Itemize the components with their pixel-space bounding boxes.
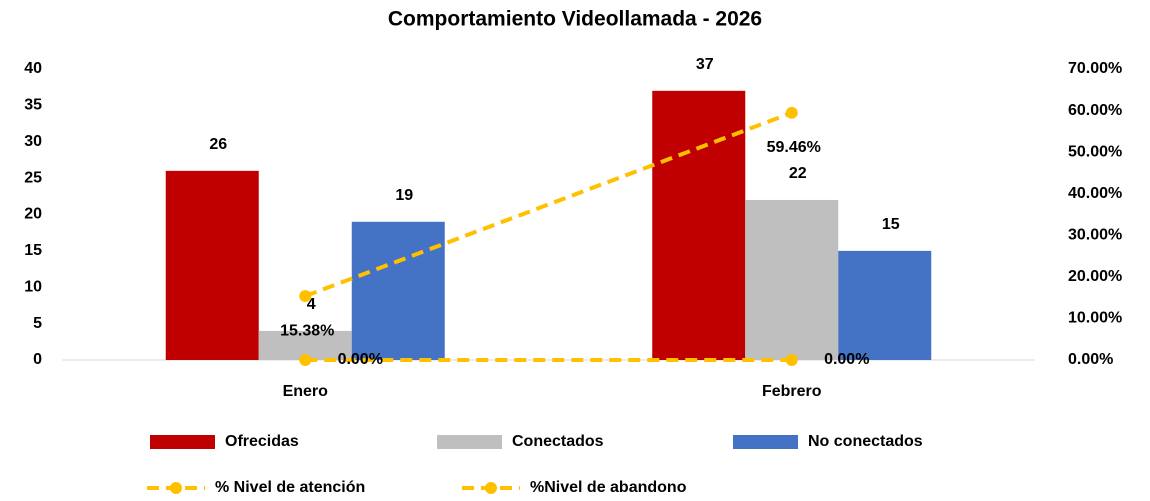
line-value-label: 0.00% — [824, 351, 869, 368]
bar — [838, 250, 932, 360]
y-tick-label: 25 — [24, 169, 42, 186]
legend-label: No conectados — [808, 433, 923, 450]
legend-label: Conectados — [512, 433, 604, 450]
legend-marker — [170, 482, 182, 494]
line-marker — [299, 354, 312, 366]
y2-tick-label: 20.00% — [1068, 268, 1122, 285]
line-marker — [785, 354, 798, 366]
line-value-label: 0.00% — [338, 351, 383, 368]
y2-tick-label: 10.00% — [1068, 310, 1122, 327]
y-tick-label: 30 — [24, 133, 42, 150]
x-tick-label: Enero — [283, 383, 329, 400]
y-tick-label: 15 — [24, 242, 42, 259]
legend-swatch — [150, 435, 215, 449]
line — [304, 110, 793, 298]
bar — [351, 221, 445, 360]
legend-label: % Nivel de atención — [215, 479, 365, 496]
legend-label: %Nivel de abandono — [530, 479, 687, 496]
y2-tick-label: 70.00% — [1068, 60, 1122, 77]
line-value-label: 59.46% — [767, 139, 821, 156]
y2-tick-label: 50.00% — [1068, 143, 1122, 160]
bar-value-label: 15 — [882, 216, 900, 233]
legend-marker — [485, 482, 497, 494]
line-marker — [785, 106, 798, 119]
x-tick-label: Febrero — [762, 383, 822, 400]
bar-value-label: 19 — [395, 187, 413, 204]
legend-swatch — [733, 435, 798, 449]
line-value-label: 15.38% — [280, 322, 334, 339]
line-marker — [299, 290, 312, 303]
bar — [652, 90, 746, 360]
bar-value-label: 37 — [696, 56, 714, 73]
y-tick-label: 40 — [24, 60, 42, 77]
y-tick-label: 20 — [24, 206, 42, 223]
bar — [745, 199, 839, 360]
y-tick-label: 35 — [24, 97, 42, 114]
bar — [165, 170, 259, 360]
legend-swatch — [437, 435, 502, 449]
y2-tick-label: 60.00% — [1068, 102, 1122, 119]
y-tick-label: 5 — [33, 315, 42, 332]
bar-value-label: 4 — [307, 296, 316, 313]
y2-tick-label: 40.00% — [1068, 185, 1122, 202]
chart-title: Comportamiento Videollamada - 2026 — [388, 8, 762, 31]
bar-value-label: 26 — [209, 136, 227, 153]
bar-value-label: 22 — [789, 165, 807, 182]
y2-tick-label: 30.00% — [1068, 227, 1122, 244]
legend-label: Ofrecidas — [225, 433, 299, 450]
y-tick-label: 0 — [33, 351, 42, 368]
y2-tick-label: 0.00% — [1068, 351, 1113, 368]
y-tick-label: 10 — [24, 278, 42, 295]
